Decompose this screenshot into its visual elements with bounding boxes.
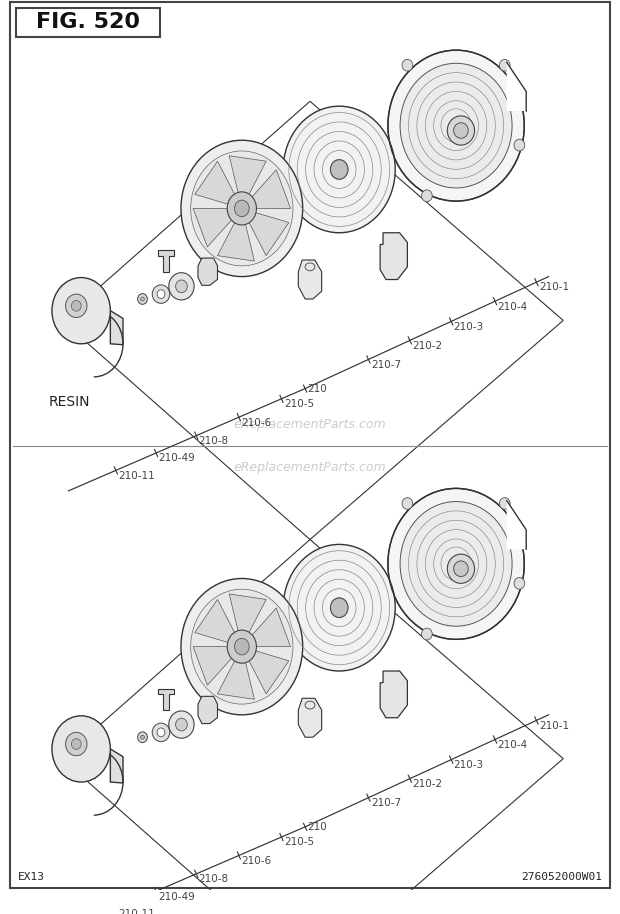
Ellipse shape: [283, 106, 395, 233]
Ellipse shape: [169, 272, 194, 300]
Ellipse shape: [71, 739, 81, 749]
Ellipse shape: [283, 545, 395, 671]
Ellipse shape: [153, 285, 170, 303]
Polygon shape: [158, 688, 174, 710]
Text: 210-5: 210-5: [284, 837, 314, 847]
Ellipse shape: [422, 628, 432, 640]
Polygon shape: [380, 233, 407, 280]
Polygon shape: [218, 223, 254, 261]
Ellipse shape: [181, 140, 303, 277]
Ellipse shape: [71, 301, 81, 311]
Ellipse shape: [447, 116, 474, 145]
Polygon shape: [507, 501, 526, 549]
Text: eReplacementParts.com: eReplacementParts.com: [234, 418, 386, 431]
Polygon shape: [110, 749, 123, 783]
Text: 210-3: 210-3: [454, 760, 484, 770]
Text: 210-7: 210-7: [371, 798, 401, 808]
Polygon shape: [252, 170, 291, 208]
Text: 276052000W01: 276052000W01: [521, 872, 602, 882]
Text: 210-8: 210-8: [198, 874, 229, 884]
Ellipse shape: [181, 579, 303, 715]
Ellipse shape: [175, 280, 187, 292]
Ellipse shape: [141, 735, 144, 739]
Ellipse shape: [400, 502, 512, 626]
Polygon shape: [507, 62, 526, 111]
Ellipse shape: [500, 497, 510, 509]
Ellipse shape: [388, 50, 525, 201]
Text: 210: 210: [308, 384, 327, 394]
Text: 210: 210: [308, 823, 327, 833]
Bar: [16, 8, 160, 37]
Ellipse shape: [138, 732, 148, 742]
Polygon shape: [218, 661, 254, 699]
Text: 210-11: 210-11: [118, 909, 155, 914]
Polygon shape: [193, 208, 231, 247]
Polygon shape: [229, 155, 266, 194]
Ellipse shape: [191, 151, 293, 266]
Ellipse shape: [514, 578, 525, 590]
Ellipse shape: [157, 290, 165, 299]
Ellipse shape: [227, 630, 257, 664]
Text: RESIN: RESIN: [49, 395, 91, 409]
Text: 210-1: 210-1: [539, 721, 569, 730]
Ellipse shape: [175, 718, 187, 731]
Text: 210-2: 210-2: [412, 341, 443, 351]
Ellipse shape: [402, 497, 413, 509]
Ellipse shape: [191, 590, 293, 704]
Ellipse shape: [153, 723, 170, 741]
Polygon shape: [195, 600, 234, 643]
Text: 210-11: 210-11: [118, 471, 155, 481]
Ellipse shape: [227, 192, 257, 225]
Ellipse shape: [388, 488, 525, 640]
Polygon shape: [110, 311, 123, 345]
Ellipse shape: [454, 561, 468, 577]
Ellipse shape: [514, 139, 525, 151]
Ellipse shape: [66, 732, 87, 756]
Ellipse shape: [169, 711, 194, 739]
Polygon shape: [195, 161, 234, 204]
Ellipse shape: [234, 638, 249, 655]
Text: 210-6: 210-6: [241, 418, 272, 428]
Text: 210-49: 210-49: [158, 453, 195, 463]
Ellipse shape: [330, 598, 348, 618]
Ellipse shape: [52, 716, 110, 782]
Text: 210-5: 210-5: [284, 399, 314, 409]
Ellipse shape: [400, 63, 512, 188]
Text: 210-4: 210-4: [497, 739, 528, 749]
Polygon shape: [249, 651, 289, 694]
Polygon shape: [198, 258, 218, 285]
Text: eReplacementParts.com: eReplacementParts.com: [234, 461, 386, 474]
Ellipse shape: [454, 122, 468, 138]
Text: 210-8: 210-8: [198, 436, 229, 446]
Ellipse shape: [141, 297, 144, 301]
Polygon shape: [249, 213, 289, 256]
Ellipse shape: [157, 728, 165, 737]
Text: 210-6: 210-6: [241, 856, 272, 866]
Text: EX13: EX13: [18, 872, 45, 882]
Polygon shape: [158, 250, 174, 271]
Text: FIG. 520: FIG. 520: [36, 13, 140, 32]
Ellipse shape: [66, 294, 87, 317]
Text: 210-49: 210-49: [158, 892, 195, 901]
Ellipse shape: [330, 160, 348, 179]
Polygon shape: [298, 698, 322, 738]
Ellipse shape: [402, 59, 413, 71]
Text: 210-1: 210-1: [539, 282, 569, 292]
Ellipse shape: [422, 190, 432, 202]
Ellipse shape: [234, 200, 249, 217]
Ellipse shape: [447, 554, 474, 583]
Ellipse shape: [138, 293, 148, 304]
Polygon shape: [229, 594, 266, 632]
Polygon shape: [193, 647, 231, 686]
Ellipse shape: [500, 59, 510, 71]
Ellipse shape: [52, 278, 110, 344]
Text: 210-3: 210-3: [454, 322, 484, 332]
Text: 210-4: 210-4: [497, 302, 528, 312]
Polygon shape: [380, 671, 407, 717]
Text: 210-7: 210-7: [371, 360, 401, 370]
Text: 210-2: 210-2: [412, 779, 443, 789]
Polygon shape: [298, 260, 322, 299]
Polygon shape: [252, 608, 291, 647]
Polygon shape: [198, 696, 218, 724]
